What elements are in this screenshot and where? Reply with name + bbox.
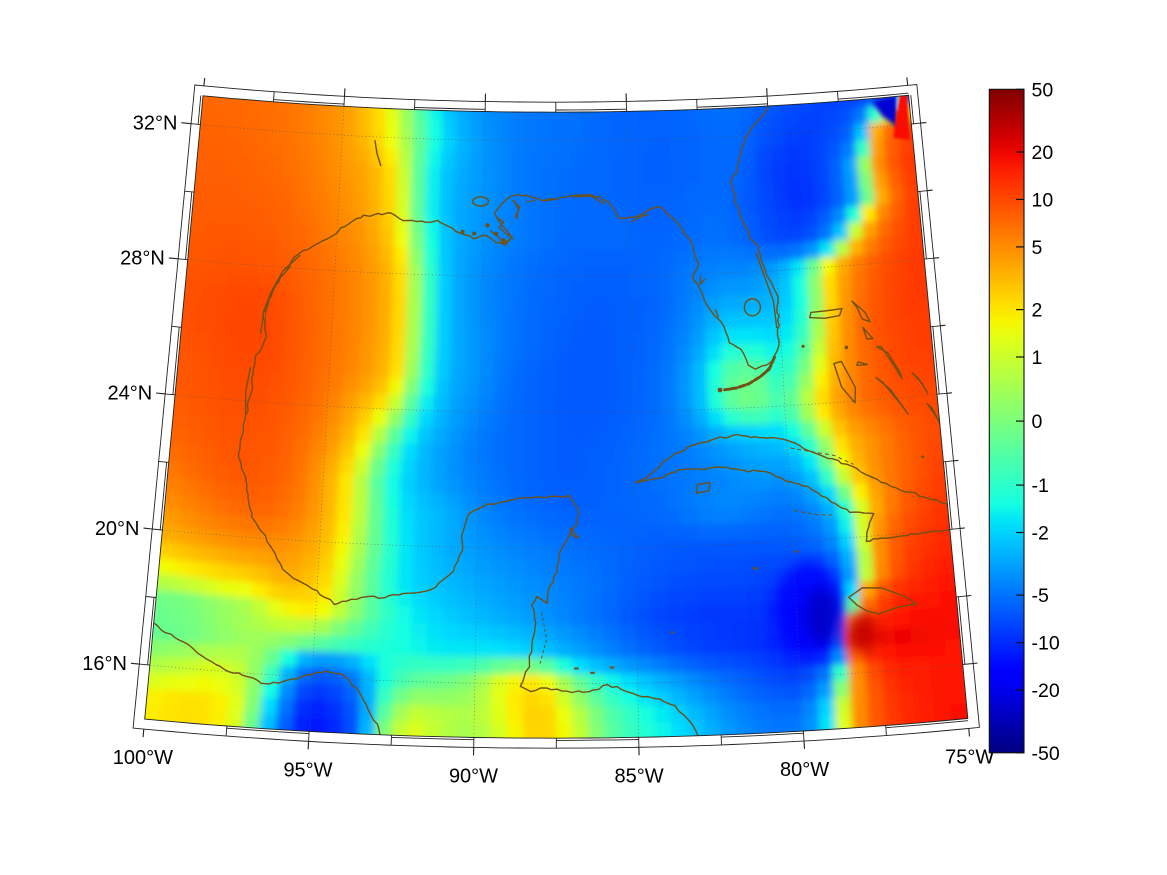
svg-text:16°N: 16°N xyxy=(82,653,127,675)
svg-text:-1: -1 xyxy=(1032,475,1049,497)
svg-text:85°W: 85°W xyxy=(615,765,664,787)
svg-text:2: 2 xyxy=(1032,300,1043,322)
svg-text:75°W: 75°W xyxy=(945,746,994,768)
svg-text:50: 50 xyxy=(1032,79,1054,101)
svg-text:20°N: 20°N xyxy=(95,518,140,540)
svg-text:24°N: 24°N xyxy=(108,383,153,405)
svg-text:-20: -20 xyxy=(1032,680,1060,702)
svg-text:1: 1 xyxy=(1032,347,1043,369)
svg-text:28°N: 28°N xyxy=(120,248,165,270)
svg-text:95°W: 95°W xyxy=(283,759,332,781)
svg-text:5: 5 xyxy=(1032,237,1043,259)
svg-text:10: 10 xyxy=(1032,189,1054,211)
svg-text:80°W: 80°W xyxy=(780,759,829,781)
svg-text:-10: -10 xyxy=(1032,633,1060,655)
svg-text:0: 0 xyxy=(1032,411,1043,433)
svg-text:100°W: 100°W xyxy=(113,747,173,769)
svg-text:-5: -5 xyxy=(1032,585,1049,607)
svg-text:90°W: 90°W xyxy=(449,766,498,788)
svg-text:-50: -50 xyxy=(1032,743,1060,765)
svg-text:-2: -2 xyxy=(1032,523,1049,545)
svg-text:20: 20 xyxy=(1032,142,1054,164)
svg-text:32°N: 32°N xyxy=(133,112,178,134)
